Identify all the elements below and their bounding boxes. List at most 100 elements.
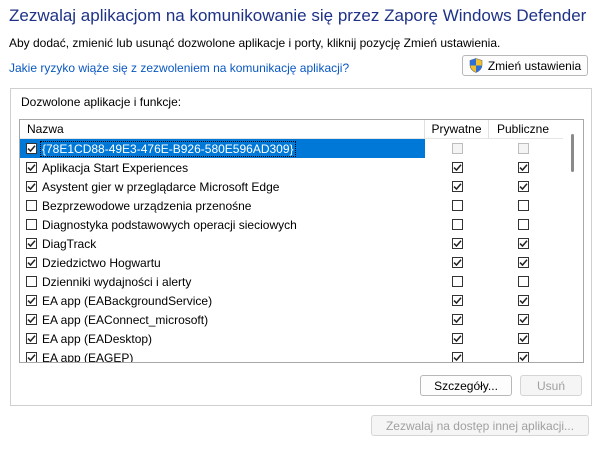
enable-checkbox[interactable] <box>26 200 37 211</box>
public-cell <box>489 143 557 154</box>
app-name-cell: Asystent gier w przeglądarce Microsoft E… <box>20 177 425 196</box>
remove-button[interactable]: Usuń <box>520 375 582 396</box>
column-header-name[interactable]: Nazwa <box>20 120 425 139</box>
app-name: EA app (EAGEP) <box>42 350 134 363</box>
allow-other-app-button[interactable]: Zezwalaj na dostęp innej aplikacji... <box>371 415 589 436</box>
app-name-cell: EA app (EAConnect_microsoft) <box>20 310 425 329</box>
change-settings-label: Zmień ustawienia <box>487 58 582 73</box>
app-name-cell: EA app (EABackgroundService) <box>20 291 425 310</box>
public-cell <box>489 314 557 325</box>
private-checkbox[interactable] <box>451 143 463 154</box>
public-cell <box>489 181 557 192</box>
private-checkbox[interactable] <box>451 162 463 173</box>
column-header-private[interactable]: Prywatne <box>425 120 489 139</box>
table-row[interactable]: {78E1CD88-49E3-476E-B926-580E596AD309} <box>20 139 563 158</box>
table-row[interactable]: EA app (EAGEP) <box>20 348 563 363</box>
uac-shield-icon <box>469 58 483 73</box>
public-checkbox[interactable] <box>517 219 529 230</box>
public-checkbox[interactable] <box>517 276 529 287</box>
private-checkbox[interactable] <box>451 314 463 325</box>
allowed-apps-list[interactable]: Nazwa Prywatne Publiczne {78E1CD88-49E3-… <box>19 119 584 363</box>
private-cell <box>425 314 489 325</box>
private-checkbox[interactable] <box>451 295 463 306</box>
allowed-apps-label: Dozwolone aplikacje i funkcje: <box>21 95 182 109</box>
table-row[interactable]: DiagTrack <box>20 234 563 253</box>
private-cell <box>425 162 489 173</box>
public-cell <box>489 219 557 230</box>
table-row[interactable]: EA app (EAConnect_microsoft) <box>20 310 563 329</box>
table-row[interactable]: EA app (EABackgroundService) <box>20 291 563 310</box>
public-checkbox[interactable] <box>517 257 529 268</box>
page-subtitle: Aby dodać, zmienić lub usunąć dozwolone … <box>9 36 501 50</box>
page-title: Zezwalaj aplikacjom na komunikowanie się… <box>9 6 587 25</box>
table-row[interactable]: Asystent gier w przeglądarce Microsoft E… <box>20 177 563 196</box>
private-checkbox[interactable] <box>451 276 463 287</box>
table-row[interactable]: Diagnostyka podstawowych operacji siecio… <box>20 215 563 234</box>
enable-checkbox[interactable] <box>26 257 37 268</box>
private-cell <box>425 143 489 154</box>
private-checkbox[interactable] <box>451 238 463 249</box>
app-name-cell: DiagTrack <box>20 234 425 253</box>
public-checkbox[interactable] <box>517 162 529 173</box>
app-name: DiagTrack <box>42 236 97 251</box>
app-name-cell: Diagnostyka podstawowych operacji siecio… <box>20 215 425 234</box>
enable-checkbox[interactable] <box>26 314 37 325</box>
enable-checkbox[interactable] <box>26 162 37 173</box>
vertical-scrollbar[interactable] <box>563 120 583 362</box>
public-cell <box>489 352 557 362</box>
scrollbar-thumb[interactable] <box>571 134 574 172</box>
private-cell <box>425 181 489 192</box>
private-checkbox[interactable] <box>451 200 463 211</box>
public-checkbox[interactable] <box>517 181 529 192</box>
app-name-cell: Dziedzictwo Hogwartu <box>20 253 425 272</box>
app-name-cell: {78E1CD88-49E3-476E-B926-580E596AD309} <box>20 139 425 158</box>
public-checkbox[interactable] <box>517 314 529 325</box>
private-cell <box>425 257 489 268</box>
private-cell <box>425 200 489 211</box>
app-name: {78E1CD88-49E3-476E-B926-580E596AD309} <box>40 140 296 157</box>
table-row[interactable]: EA app (EADesktop) <box>20 329 563 348</box>
risk-info-link[interactable]: Jakie ryzyko wiąże się z zezwoleniem na … <box>9 61 350 75</box>
public-cell <box>489 200 557 211</box>
enable-checkbox[interactable] <box>26 276 37 287</box>
enable-checkbox[interactable] <box>26 333 37 344</box>
app-name: EA app (EABackgroundService) <box>42 293 213 308</box>
private-cell <box>425 295 489 306</box>
public-checkbox[interactable] <box>517 295 529 306</box>
enable-checkbox[interactable] <box>26 295 37 306</box>
enable-checkbox[interactable] <box>26 181 37 192</box>
app-name-cell: EA app (EADesktop) <box>20 329 425 348</box>
private-checkbox[interactable] <box>451 219 463 230</box>
public-checkbox[interactable] <box>517 238 529 249</box>
enable-checkbox[interactable] <box>26 352 37 362</box>
private-cell <box>425 276 489 287</box>
public-cell <box>489 162 557 173</box>
change-settings-button[interactable]: Zmień ustawienia <box>462 55 588 76</box>
table-row[interactable]: Aplikacja Start Experiences <box>20 158 563 177</box>
table-row[interactable]: Dziedzictwo Hogwartu <box>20 253 563 272</box>
public-checkbox[interactable] <box>517 333 529 344</box>
table-row[interactable]: Dzienniki wydajności i alerty <box>20 272 563 291</box>
public-checkbox[interactable] <box>517 352 529 362</box>
enable-checkbox[interactable] <box>26 143 37 154</box>
app-name: Diagnostyka podstawowych operacji siecio… <box>42 217 297 232</box>
private-checkbox[interactable] <box>451 352 463 362</box>
private-checkbox[interactable] <box>451 333 463 344</box>
column-header-public[interactable]: Publiczne <box>496 122 550 136</box>
app-name: Bezprzewodowe urządzenia przenośne <box>42 198 252 213</box>
public-cell <box>489 295 557 306</box>
public-cell <box>489 276 557 287</box>
allowed-apps-group: Dozwolone aplikacje i funkcje: Nazwa Pry… <box>10 88 592 406</box>
table-row[interactable]: Bezprzewodowe urządzenia przenośne <box>20 196 563 215</box>
private-checkbox[interactable] <box>451 181 463 192</box>
private-checkbox[interactable] <box>451 257 463 268</box>
details-button[interactable]: Szczegóły... <box>420 375 512 396</box>
app-name: Asystent gier w przeglądarce Microsoft E… <box>42 179 280 194</box>
list-header: Nazwa Prywatne Publiczne <box>20 120 583 139</box>
public-cell <box>489 238 557 249</box>
enable-checkbox[interactable] <box>26 238 37 249</box>
public-checkbox[interactable] <box>517 143 529 154</box>
public-checkbox[interactable] <box>517 200 529 211</box>
private-cell <box>425 219 489 230</box>
enable-checkbox[interactable] <box>26 219 37 230</box>
